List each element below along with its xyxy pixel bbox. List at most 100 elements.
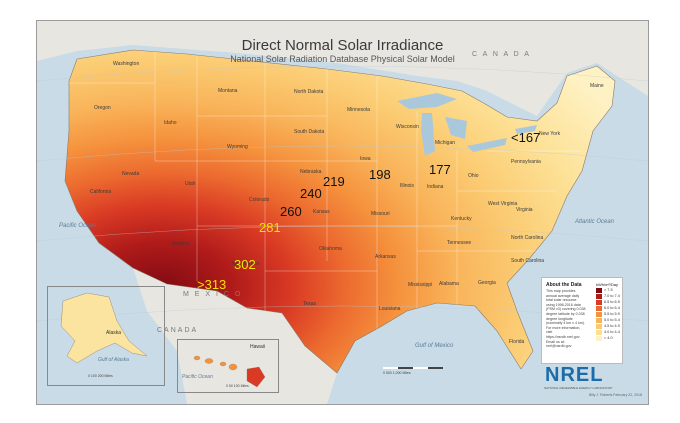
irradiance-value-0: >313: [197, 277, 227, 292]
lake-ontario: [515, 125, 537, 134]
irradiance-value-2: 281: [259, 220, 281, 235]
ocean-label-pacific-ocean: Pacific Ocean: [59, 223, 97, 229]
state-label-tennessee: Tennessee: [447, 240, 472, 246]
state-label-colorado: Colorado: [249, 197, 270, 203]
mexico-land: [133, 268, 337, 404]
state-label-alabama: Alabama: [439, 281, 459, 287]
legend-swatch: [596, 330, 602, 335]
state-label-iowa: Iowa: [360, 156, 371, 162]
state-label-minnesota: Minnesota: [347, 107, 371, 113]
state-label-idaho: Idaho: [164, 120, 177, 126]
state-label-maine: Maine: [590, 83, 604, 89]
state-label-washington: Washington: [113, 61, 140, 67]
map-subtitle: National Solar Radiation Database Physic…: [230, 54, 455, 64]
state-label-pennsylvania: Pennsylvania: [511, 159, 541, 165]
state-label-mississippi: Mississippi: [408, 282, 433, 288]
state-label-texas: Texas: [303, 301, 317, 307]
state-label-nebraska: Nebraska: [300, 169, 322, 175]
canada-land: [37, 21, 648, 116]
state-label-florida: Florida: [509, 339, 525, 345]
irradiance-value-5: 219: [323, 174, 345, 189]
legend-swatch: [596, 300, 602, 305]
nrel-logo-subtitle: NATIONAL RENEWABLE ENERGY LABORATORY: [544, 386, 613, 390]
about-text: This map provides annual average daily t…: [546, 289, 586, 349]
state-label-oregon: Oregon: [94, 105, 111, 111]
state-label-west-virginia: West Virginia: [488, 201, 518, 207]
state-label-north-carolina: North Carolina: [511, 235, 544, 241]
hawaii-islands: [193, 355, 266, 388]
alaska-scale: 0 100 200 Miles: [88, 374, 113, 378]
lake-superior: [397, 93, 457, 109]
scale-bar: [383, 367, 443, 369]
pacific-hawaii-label: Pacific Ocean: [182, 374, 213, 380]
gulf-alaska-label: Gulf of Alaska: [98, 357, 129, 363]
hawaii-scale: 0 50 100 Miles: [226, 384, 249, 388]
state-label-montana: Montana: [218, 88, 238, 94]
legend-swatch: [596, 306, 602, 311]
state-label-utah: Utah: [185, 181, 196, 187]
legend-swatch: [596, 324, 602, 329]
state-label-illinois: Illinois: [400, 183, 414, 189]
legend-label: 6.5 to 6.9: [604, 300, 620, 304]
legend-swatch: [596, 336, 602, 341]
lake-michigan: [421, 113, 435, 156]
scale-label: 0 500 1,000 Miles: [383, 371, 411, 375]
state-label-new-mexico: New Mexico: [232, 261, 260, 267]
credit-text: Billy J. Roberts February 22, 2018: [589, 393, 642, 397]
state-label-georgia: Georgia: [478, 280, 496, 286]
ocean-label-atlantic-ocean: Atlantic Ocean: [575, 219, 615, 225]
ocean-label-gulf-of-mexico: Gulf of Mexico: [415, 343, 454, 349]
irradiance-value-3: 260: [280, 204, 302, 219]
legend-swatch: [596, 288, 602, 293]
irradiance-value-7: 177: [429, 162, 451, 177]
state-label-north-dakota: North Dakota: [294, 89, 324, 95]
state-label-indiana: Indiana: [427, 184, 444, 190]
irradiance-value-1: 302: [234, 257, 256, 272]
legend-title: kWh/m²/Day: [596, 282, 618, 287]
about-box: About the Data This map provides annual …: [541, 277, 623, 364]
irradiance-value-6: 198: [369, 167, 391, 182]
map-frame: Direct Normal Solar Irradiance National …: [36, 20, 649, 405]
country-label-2: CANADA: [157, 327, 199, 334]
legend-label: < 4.0: [604, 336, 613, 340]
legend-label: > 7.5: [604, 288, 613, 292]
about-heading: About the Data: [546, 282, 582, 288]
legend-label: 5.0 to 5.4: [604, 318, 620, 322]
state-label-wyoming: Wyoming: [227, 144, 248, 150]
state-label-louisiana: Louisiana: [379, 306, 401, 312]
state-label-virginia: Virginia: [516, 207, 533, 213]
alaska-label: Alaska: [106, 330, 122, 336]
legend-label: 7.0 to 7.4: [604, 294, 620, 298]
alaska-inset: Alaska Gulf of Alaska 0 100 200 Miles: [47, 286, 165, 386]
solar-map: [37, 21, 648, 404]
lake-huron: [445, 117, 467, 139]
country-label-1: M E X I C O: [183, 291, 243, 298]
legend-label: 4.0 to 4.4: [604, 330, 620, 334]
state-label-kansas: Kansas: [313, 209, 330, 215]
state-label-michigan: Michigan: [435, 140, 456, 146]
irradiance-value-4: 240: [300, 186, 322, 201]
graticule: [37, 65, 648, 322]
state-label-oklahoma: Oklahoma: [319, 246, 342, 252]
legend-label: 4.5 to 4.9: [604, 324, 620, 328]
irradiance-value-8: <167: [511, 130, 541, 145]
legend-label: 6.0 to 6.4: [604, 306, 620, 310]
state-label-kentucky: Kentucky: [451, 216, 472, 222]
legend-label: 5.5 to 5.9: [604, 312, 620, 316]
state-label-missouri: Missouri: [371, 211, 390, 217]
hawaii-label: Hawaii: [250, 344, 266, 350]
hawaii-inset: Hawaii Pacific Ocean 0 50 100 Miles: [177, 339, 279, 393]
state-borders: [69, 51, 582, 331]
state-label-new-york: New York: [539, 131, 561, 137]
lake-erie: [467, 138, 507, 152]
legend-swatch: [596, 312, 602, 317]
state-label-nevada: Nevada: [122, 171, 140, 177]
us-outline: [64, 49, 616, 374]
legend-swatch: [596, 318, 602, 323]
legend-swatch: [596, 294, 602, 299]
state-label-california: California: [90, 189, 112, 195]
country-label-0: C A N A D A: [472, 51, 531, 58]
nrel-logo: NREL: [545, 364, 604, 386]
map-title: Direct Normal Solar Irradiance: [241, 37, 444, 54]
state-label-south-dakota: South Dakota: [294, 129, 325, 135]
